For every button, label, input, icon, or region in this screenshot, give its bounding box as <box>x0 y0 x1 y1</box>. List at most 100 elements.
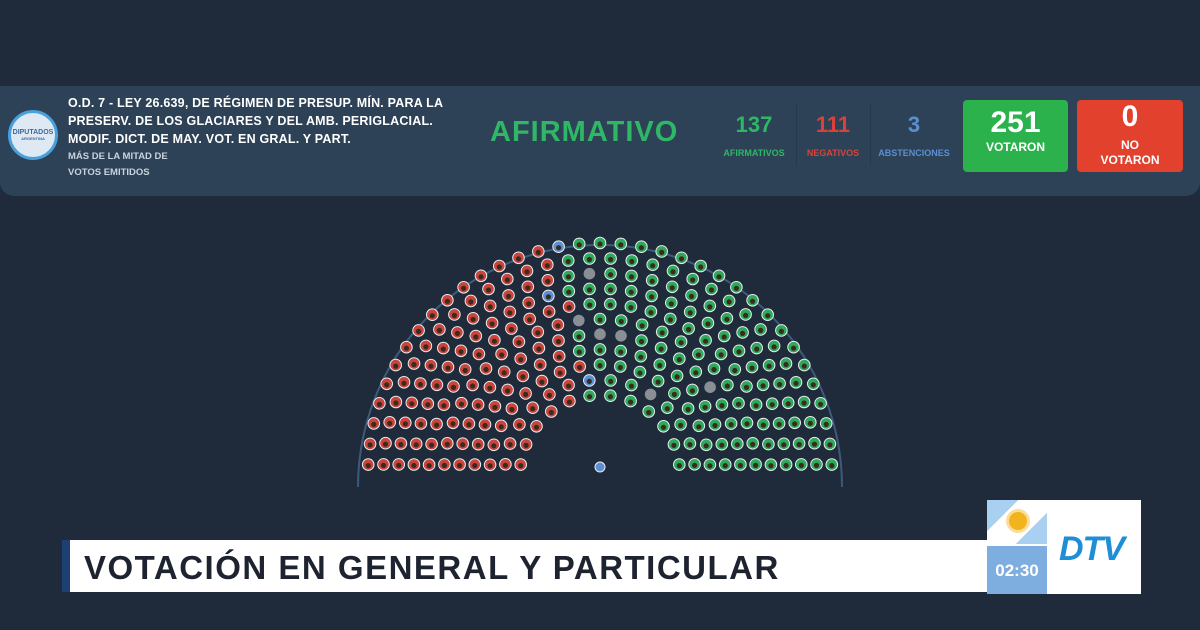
seat-photo-icon <box>667 317 673 323</box>
seat-photo-icon <box>783 462 789 469</box>
seat-photo-icon <box>487 385 493 391</box>
seat-photo-icon <box>707 463 713 469</box>
seat-photo-icon <box>783 361 789 368</box>
seat-photo-icon <box>429 313 435 319</box>
seat-ausente <box>615 330 627 342</box>
seat-photo-icon <box>732 367 738 373</box>
negativos-count: 111 NEGATIVOS <box>800 112 866 158</box>
seat-photo-icon <box>539 379 545 385</box>
seat-photo-icon <box>776 421 782 427</box>
seat-photo-icon <box>535 330 541 336</box>
seat-photo-icon <box>387 420 393 426</box>
negativos-label: NEGATIVOS <box>806 148 860 158</box>
vote-header-panel: DIPUTADOS ARGENTINA O.D. 7 - LEY 26.639, … <box>0 86 1200 196</box>
seat-photo-icon <box>566 289 572 295</box>
seat-photo-icon <box>371 421 377 427</box>
seat-photo-icon <box>523 391 529 397</box>
seat-photo-icon <box>798 462 804 468</box>
seat-photo-icon <box>489 321 495 327</box>
seat-photo-icon <box>527 317 533 323</box>
seat-photo-icon <box>445 365 451 371</box>
seat-photo-icon <box>659 330 665 336</box>
seat-photo-icon <box>765 313 771 319</box>
seat-photo-icon <box>639 323 645 329</box>
seat-photo-icon <box>520 374 526 380</box>
seat-photo-icon <box>687 442 693 448</box>
seat-photo-icon <box>380 462 387 468</box>
seat-photo-icon <box>586 287 593 293</box>
seat-ausente <box>704 381 716 393</box>
seat-photo-icon <box>676 463 682 469</box>
seat-photo-icon <box>628 274 635 280</box>
seat-photo-icon <box>434 422 440 428</box>
logo-subtext: ARGENTINA <box>21 136 45 141</box>
seat-photo-icon <box>678 340 684 346</box>
seat-photo-icon <box>607 287 614 293</box>
majority-line-1: MÁS DE LA MITAD DE <box>68 151 168 162</box>
seat-photo-icon <box>565 258 571 265</box>
seat-photo-icon <box>576 349 582 355</box>
seat-photo-icon <box>502 462 508 468</box>
seat-photo-icon <box>801 363 807 369</box>
seat-photo-icon <box>523 442 529 448</box>
seat-photo-icon <box>462 367 468 373</box>
seat-photo-icon <box>766 363 772 369</box>
votaron-box: 251 VOTARON <box>963 100 1068 172</box>
seat-photo-icon <box>499 352 505 358</box>
seat-photo-icon <box>416 328 422 334</box>
seat-photo-icon <box>545 278 551 284</box>
seat-photo-icon <box>545 294 551 300</box>
seat-photo-icon <box>607 394 613 400</box>
seat-photo-icon <box>660 424 667 430</box>
seat-photo-icon <box>719 442 725 448</box>
seat-photo-icon <box>384 382 390 388</box>
seat-photo-icon <box>440 346 446 352</box>
seat-photo-icon <box>618 242 624 248</box>
seat-photo-icon <box>685 406 691 413</box>
seat-photo-icon <box>460 442 466 448</box>
seat-photo-icon <box>402 421 408 427</box>
seat-photo-icon <box>728 422 734 428</box>
seat-photo-icon <box>658 346 664 352</box>
seat-photo-icon <box>555 338 562 345</box>
bill-title: O.D. 7 - LEY 26.639, DE RÉGIMEN DE PRESU… <box>68 96 443 146</box>
seat-photo-icon <box>695 352 701 358</box>
seat-photo-icon <box>750 298 756 304</box>
seat-photo-icon <box>628 399 634 405</box>
afirmativos-value: 137 <box>735 112 773 137</box>
seat-photo-icon <box>418 421 424 427</box>
seat-photo-icon <box>659 249 665 255</box>
abstenciones-count: 3 ABSTENCIONES <box>872 112 956 158</box>
seat-photo-icon <box>740 330 746 336</box>
seat-photo-icon <box>365 463 371 469</box>
seat-photo-icon <box>403 345 409 351</box>
seat-photo-icon <box>768 463 774 469</box>
seat-photo-icon <box>737 462 743 469</box>
seat-photo-icon <box>638 338 645 345</box>
seat-photo-icon <box>801 400 807 406</box>
seat-photo-icon <box>409 401 415 407</box>
seat-photo-icon <box>743 384 750 390</box>
seat-photo-icon <box>807 420 813 426</box>
seat-photo-icon <box>396 462 402 468</box>
seat-photo-icon <box>671 391 677 397</box>
seat-photo-icon <box>586 378 592 384</box>
seat-photo-icon <box>556 354 562 360</box>
seat-photo-icon <box>692 462 698 468</box>
seat-photo-icon <box>719 403 725 409</box>
seat-ausente <box>583 267 596 280</box>
seat-photo-icon <box>778 328 784 334</box>
seat-photo-icon <box>524 269 530 275</box>
seat-photo-icon <box>546 392 552 398</box>
seat-photo-icon <box>423 344 429 350</box>
seat-photo-icon <box>777 381 783 388</box>
seat-photo-icon <box>411 462 417 469</box>
seat-photo-icon <box>425 402 431 408</box>
seat-photo-icon <box>508 326 514 333</box>
logo-text: DIPUTADOS <box>12 129 54 136</box>
seat-photo-icon <box>718 352 724 358</box>
seat-photo-icon <box>597 347 603 353</box>
seat-photo-icon <box>618 349 624 355</box>
abstenciones-value: 3 <box>907 112 921 137</box>
seat-photo-icon <box>749 365 755 371</box>
